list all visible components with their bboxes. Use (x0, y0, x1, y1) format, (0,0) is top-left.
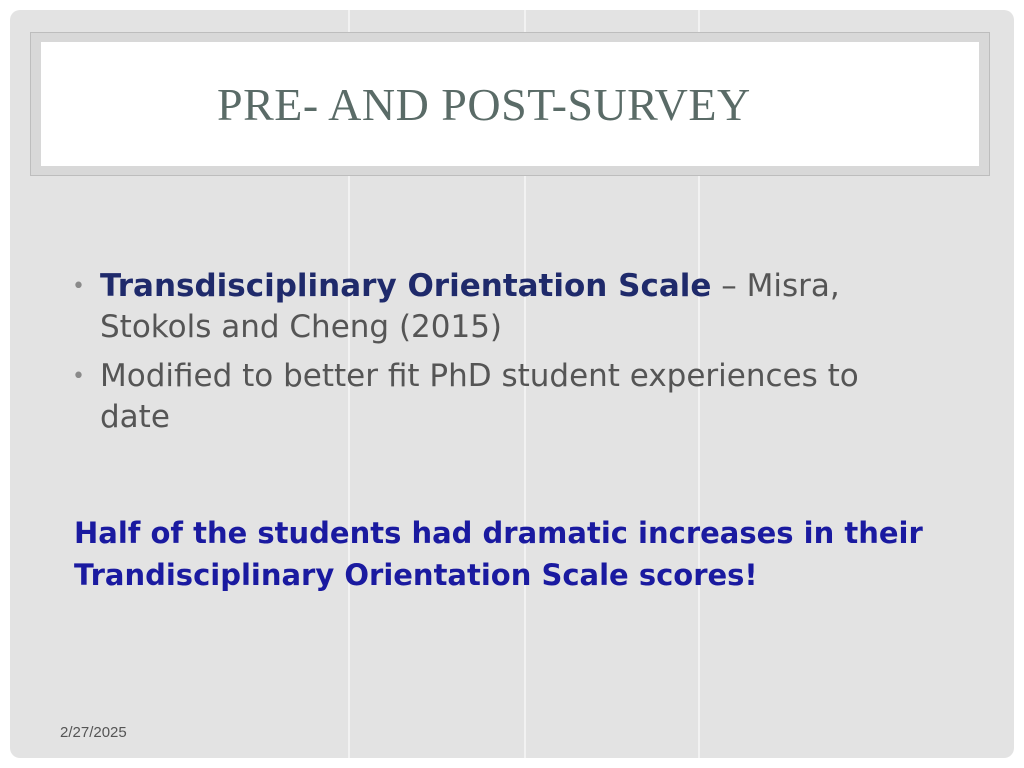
bullet-text: – Misra, Stokols and Cheng (2015) (100, 268, 840, 345)
conclusion-text: Half of the students had dramatic increa… (74, 516, 923, 592)
bullet-bold-text: Transdisciplinary Orientation Scale (100, 268, 712, 304)
slide-title: PRE- AND POST-SURVEY (217, 79, 751, 130)
title-box: PRE- AND POST-SURVEY (41, 42, 979, 166)
bullet-dot-icon: • (72, 364, 85, 389)
bullet-item: • Transdisciplinary Orientation Scale – … (72, 266, 932, 348)
bullet-list: • Transdisciplinary Orientation Scale – … (72, 266, 932, 446)
background-panel-line (698, 10, 700, 758)
bullet-dot-icon: • (72, 274, 85, 299)
background-panel-line (524, 10, 526, 758)
bullet-item: • Modified to better fit PhD student exp… (72, 356, 932, 438)
slide-date: 2/27/2025 (60, 724, 127, 741)
background-panel-line (348, 10, 350, 758)
title-frame: PRE- AND POST-SURVEY (30, 32, 990, 176)
slide: PRE- AND POST-SURVEY • Transdisciplinary… (10, 10, 1014, 758)
bullet-text: Modified to better fit PhD student exper… (100, 358, 859, 435)
